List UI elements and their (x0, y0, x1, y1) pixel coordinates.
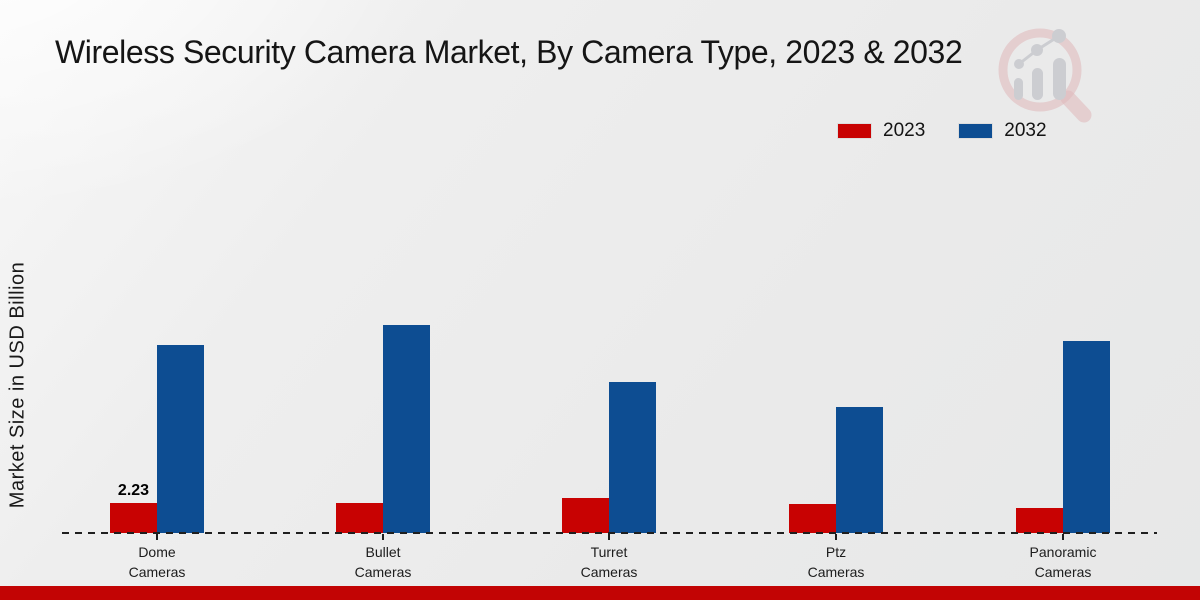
bar-2023-turret-cameras (562, 498, 609, 533)
magnifier-bar-chart-logo-watermark (998, 28, 1092, 123)
legend-swatch-2023 (838, 124, 871, 138)
bar-2032-turret-cameras (609, 382, 656, 533)
bar-2023-panoramic-cameras (1016, 508, 1063, 533)
x-tick-panoramic-cameras (1062, 534, 1064, 540)
legend: 2023 2032 (838, 120, 1047, 142)
bar-2032-panoramic-cameras (1063, 341, 1110, 533)
bar-2032-bullet-cameras (383, 325, 430, 533)
bar-2032-ptz-cameras (836, 407, 883, 533)
chart-title: Wireless Security Camera Market, By Came… (55, 34, 963, 70)
bar-2023-bullet-cameras (336, 503, 383, 533)
x-tick-label-dome-cameras: Dome Cameras (128, 544, 186, 580)
bar-2023-ptz-cameras (789, 504, 836, 533)
legend-label-2023: 2023 (883, 120, 926, 141)
x-tick-bullet-cameras (382, 534, 384, 540)
x-tick-ptz-cameras (835, 534, 837, 540)
x-tick-dome-cameras (156, 534, 158, 540)
bar-2032-dome-cameras (157, 345, 204, 533)
bar-2023-dome-cameras (110, 503, 157, 533)
x-axis-baseline (62, 532, 1157, 534)
x-tick-label-panoramic-cameras: Panoramic Cameras (1029, 544, 1097, 580)
value-label-2023-dome-cameras: 2.23 (117, 482, 150, 499)
x-tick-turret-cameras (608, 534, 610, 540)
x-tick-label-turret-cameras: Turret Cameras (580, 544, 638, 580)
x-tick-label-bullet-cameras: Bullet Cameras (354, 544, 412, 580)
legend-swatch-2032 (959, 124, 993, 138)
footer-strip (0, 586, 1200, 600)
legend-label-2032: 2032 (1004, 120, 1047, 141)
x-tick-label-ptz-cameras: Ptz Cameras (807, 544, 865, 580)
